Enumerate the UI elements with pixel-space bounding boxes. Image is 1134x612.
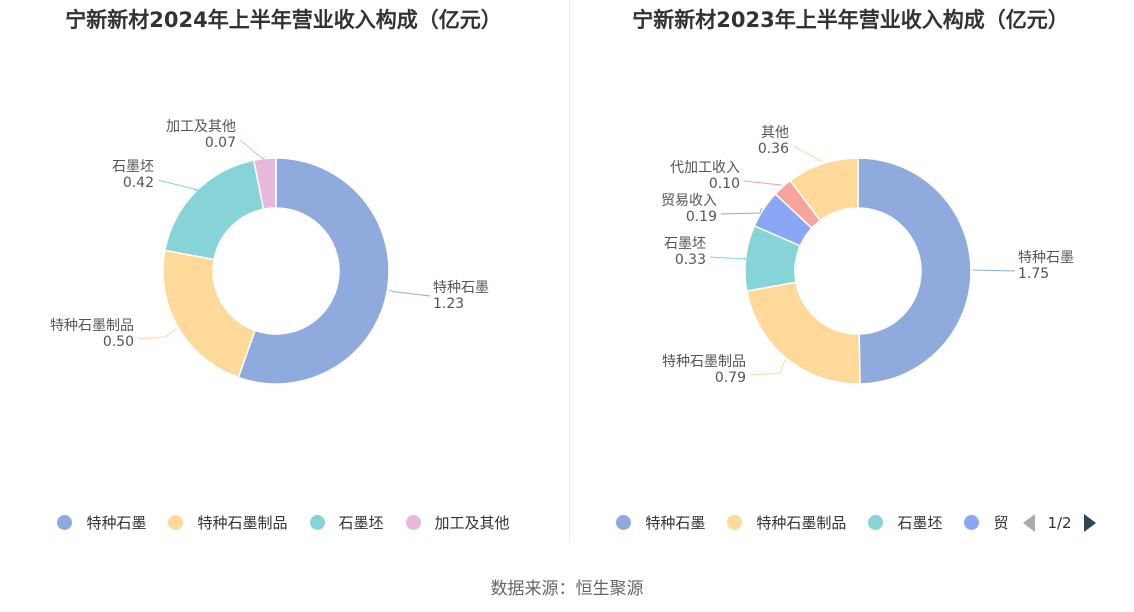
slice-value-0-0: 1.23 bbox=[433, 296, 464, 312]
leader-line-1-3 bbox=[720, 207, 763, 215]
slice-label-0-3: 加工及其他 bbox=[166, 119, 236, 135]
slice-value-1-3: 0.19 bbox=[686, 209, 717, 225]
slice-label-0-2: 石墨坯 bbox=[112, 159, 154, 175]
leader-line-0-1 bbox=[137, 328, 177, 340]
chart-panel-2024: 宁新新材2024年上半年营业收入构成（亿元） 特种石墨 1.23 特种石墨制品 0.5… bbox=[0, 0, 567, 550]
pager-next-icon[interactable] bbox=[1083, 513, 1096, 532]
leader-line-1-4 bbox=[743, 180, 782, 186]
slice-value-1-4: 0.10 bbox=[709, 176, 740, 192]
legend-label: 石墨坯 bbox=[897, 514, 943, 532]
slice-value-0-2: 0.42 bbox=[123, 175, 154, 191]
slice-value-1-2: 0.33 bbox=[675, 252, 706, 268]
slice-0-1[interactable] bbox=[162, 249, 256, 379]
legend-label: 特种石墨 bbox=[86, 514, 147, 532]
legend-label: 特种石墨制品 bbox=[197, 514, 288, 532]
legend-item-0-3[interactable]: 加工及其他 bbox=[405, 512, 510, 533]
legend-item-1-3[interactable]: 贸 bbox=[964, 512, 1008, 533]
slice-label-0-1: 特种石墨制品 bbox=[50, 318, 134, 334]
slice-value-0-1: 0.50 bbox=[103, 334, 134, 350]
slice-1-1[interactable] bbox=[745, 281, 861, 385]
slice-value-1-0: 1.75 bbox=[1018, 266, 1049, 282]
legend-marker-icon bbox=[405, 515, 421, 530]
leader-line-1-2 bbox=[709, 256, 747, 260]
slice-label-1-3: 贸易收入 bbox=[661, 193, 717, 209]
legend-label: 特种石墨制品 bbox=[756, 514, 847, 532]
data-source: 数据来源：恒生聚源 bbox=[490, 579, 644, 599]
legend-label: 贸 bbox=[993, 514, 1009, 532]
donut-chart-2023: 特种石墨1.75特种石墨制品0.79石墨坯0.33贸易收入0.19代加工收入0.… bbox=[661, 125, 1074, 386]
legend-label: 加工及其他 bbox=[434, 514, 510, 532]
legend-marker-icon bbox=[309, 515, 325, 530]
legend-marker-icon bbox=[727, 515, 743, 530]
chart-panel-2023: 宁新新材2023年上半年营业收入构成（亿元） 特种石墨 1.75 特种石墨制品 0.7… bbox=[567, 0, 1134, 550]
legend-item-1-0[interactable]: 特种石墨 bbox=[616, 512, 705, 533]
slice-1-0[interactable] bbox=[857, 157, 972, 385]
panel-divider bbox=[569, 0, 570, 542]
slice-1-5[interactable] bbox=[789, 157, 859, 222]
chart-title-2024: 宁新新材2024年上半年营业收入构成（亿元） bbox=[65, 8, 502, 32]
slice-value-0-3: 0.07 bbox=[205, 135, 236, 151]
slice-0-3[interactable] bbox=[252, 157, 277, 211]
legend-2024: 特种石墨 特种石墨制品 石墨坯 加工及其他 bbox=[0, 512, 567, 533]
legend-item-1-1[interactable]: 特种石墨制品 bbox=[727, 512, 846, 533]
slice-label-1-1: 特种石墨制品 bbox=[662, 354, 746, 370]
legend-item-0-0[interactable]: 特种石墨 bbox=[57, 512, 146, 533]
legend-marker-icon bbox=[616, 515, 632, 530]
legend-label: 特种石墨 bbox=[645, 514, 706, 532]
leader-line-1-5 bbox=[792, 145, 823, 163]
slice-value-1-5: 0.36 bbox=[758, 141, 789, 157]
legend-item-0-1[interactable]: 特种石墨制品 bbox=[168, 512, 288, 533]
slice-label-1-0: 特种石墨 bbox=[1018, 250, 1074, 266]
pager-page-number: 1/2 bbox=[1047, 513, 1072, 532]
leader-line-0-2 bbox=[157, 179, 199, 191]
legend-item-1-2[interactable]: 石墨坯 bbox=[868, 512, 942, 533]
slice-label-0-0: 特种石墨 bbox=[433, 280, 489, 296]
leader-line-0-0 bbox=[389, 289, 431, 297]
legend-marker-icon bbox=[57, 515, 73, 530]
slice-label-1-5: 其他 bbox=[761, 125, 789, 141]
legend-marker-icon bbox=[168, 515, 184, 530]
slice-label-1-2: 石墨坯 bbox=[664, 236, 706, 252]
legend-marker-icon bbox=[964, 515, 980, 530]
chart-title-2023: 宁新新材2023年上半年营业收入构成（亿元） bbox=[632, 8, 1069, 32]
legend-label: 石墨坯 bbox=[338, 514, 384, 532]
legend-marker-icon bbox=[868, 515, 884, 530]
pager-prev-icon[interactable] bbox=[1023, 513, 1036, 532]
leader-line-0-3 bbox=[239, 139, 266, 160]
slice-0-0[interactable] bbox=[237, 157, 390, 385]
legend-2023: 特种石墨 特种石墨制品 石墨坯 贸 1/2 bbox=[567, 512, 1134, 533]
slice-0-2[interactable] bbox=[164, 159, 265, 261]
slice-value-1-1: 0.79 bbox=[715, 370, 746, 386]
leader-line-1-0 bbox=[972, 269, 1016, 272]
legend-item-0-2[interactable]: 石墨坯 bbox=[309, 512, 384, 533]
legend-pager: 1/2 bbox=[1023, 513, 1096, 532]
slice-label-1-4: 代加工收入 bbox=[670, 160, 740, 176]
leader-line-1-1 bbox=[749, 359, 786, 376]
